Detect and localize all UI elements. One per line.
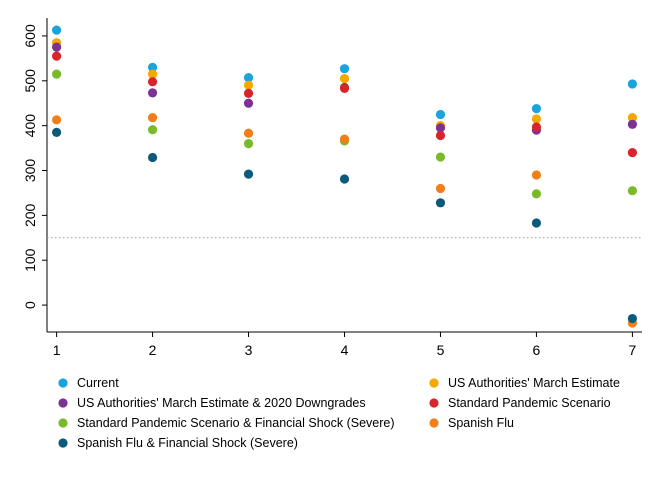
legend-label: US Authorities' March Estimate <box>448 376 620 390</box>
data-point <box>147 125 158 135</box>
data-point <box>531 170 542 180</box>
legend-marker <box>58 418 68 428</box>
axes: 0 100 200 300 400 500 600 1 2 3 4 5 6 7 <box>22 18 642 358</box>
legend-label: Current <box>77 376 119 390</box>
data-point <box>147 69 158 79</box>
data-point <box>435 183 446 194</box>
data-point <box>51 25 62 35</box>
y-tick-label: 300 <box>22 159 38 183</box>
data-point <box>531 104 542 114</box>
data-point <box>531 218 542 228</box>
legend-label: US Authorities' March Estimate & 2020 Do… <box>77 396 366 410</box>
data-point <box>147 88 158 98</box>
data-points <box>51 25 638 328</box>
data-point <box>627 79 638 89</box>
data-point <box>339 134 350 144</box>
data-point <box>243 98 254 108</box>
legend-label: Spanish Flu & Financial Shock (Severe) <box>77 436 298 450</box>
data-point <box>627 112 638 123</box>
data-point <box>531 114 542 124</box>
data-point <box>435 152 446 162</box>
y-tick-label: 0 <box>22 301 38 309</box>
data-point <box>627 313 638 324</box>
data-point <box>51 51 62 61</box>
x-tick-label: 6 <box>533 342 541 358</box>
x-tick-label: 7 <box>629 342 637 358</box>
legend: Current US Authorities' March Estimate US … <box>58 376 620 450</box>
data-point <box>339 83 350 94</box>
data-point <box>147 77 158 87</box>
data-point <box>435 123 446 133</box>
legend-marker <box>58 378 68 388</box>
data-point <box>51 115 62 125</box>
y-tick-label: 600 <box>22 24 38 48</box>
legend-label: Spanish Flu <box>448 416 514 430</box>
data-point <box>435 130 446 141</box>
data-point <box>51 69 62 79</box>
data-point <box>531 189 542 199</box>
y-tick-label: 400 <box>22 114 38 138</box>
data-point <box>243 169 254 179</box>
data-point <box>627 147 638 158</box>
y-tick-label: 500 <box>22 69 38 93</box>
legend-marker <box>58 438 68 448</box>
data-point <box>339 64 350 74</box>
data-point <box>147 62 158 72</box>
data-point <box>627 119 638 129</box>
legend-marker <box>58 398 68 408</box>
x-tick-label: 2 <box>149 342 157 358</box>
data-point <box>51 42 62 52</box>
data-point <box>147 112 158 123</box>
data-point <box>147 152 158 163</box>
y-tick-label: 200 <box>22 203 38 227</box>
data-point <box>51 127 62 137</box>
x-tick-label: 5 <box>437 342 445 358</box>
legend-marker <box>429 398 439 408</box>
data-point <box>435 109 446 120</box>
data-point <box>243 139 254 149</box>
data-point <box>339 174 350 184</box>
data-point <box>243 80 254 90</box>
data-point <box>627 186 638 196</box>
legend-marker <box>429 378 439 388</box>
legend-label: Standard Pandemic Scenario <box>448 396 611 410</box>
y-tick-label: 100 <box>22 248 38 272</box>
data-point <box>339 73 350 84</box>
x-tick-label: 3 <box>245 342 253 358</box>
data-point <box>435 198 446 208</box>
x-tick-label: 1 <box>53 342 61 358</box>
data-point <box>243 73 254 83</box>
legend-marker <box>429 418 439 428</box>
data-point <box>243 88 254 98</box>
legend-label: Standard Pandemic Scenario & Financial S… <box>77 416 395 430</box>
data-point <box>243 128 254 138</box>
data-point <box>531 122 542 132</box>
x-tick-label: 4 <box>341 342 349 358</box>
